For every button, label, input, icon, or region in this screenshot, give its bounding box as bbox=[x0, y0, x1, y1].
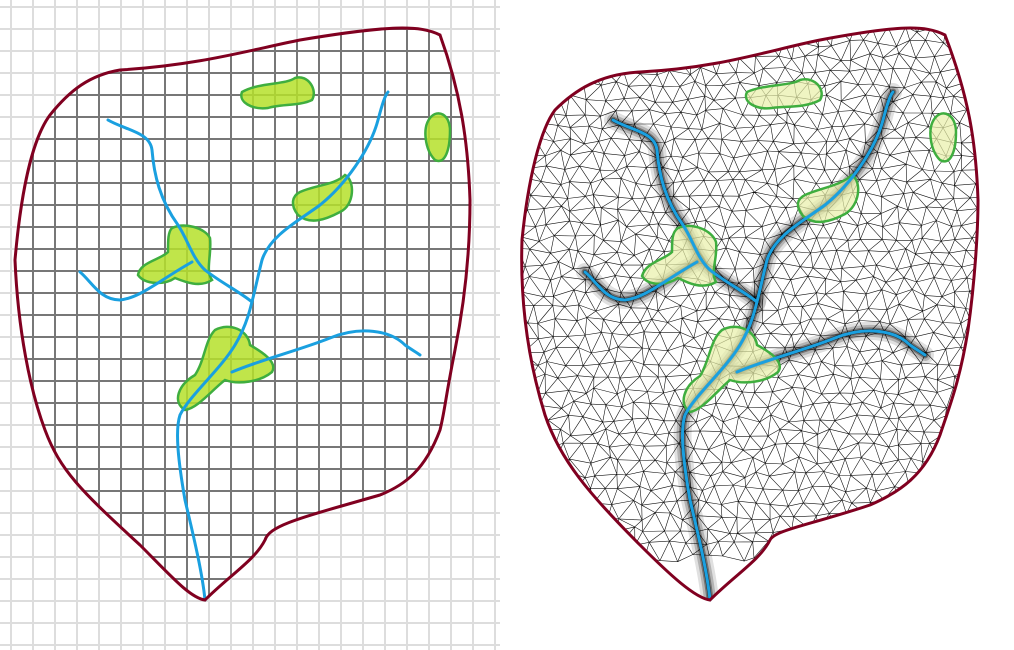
zones-right bbox=[640, 78, 958, 414]
zone bbox=[291, 173, 354, 222]
zone bbox=[136, 224, 214, 286]
zones-left bbox=[136, 76, 452, 412]
river bbox=[611, 118, 759, 304]
zone bbox=[176, 325, 275, 412]
zone bbox=[424, 112, 452, 163]
structured-grid bbox=[15, 28, 470, 600]
zone bbox=[240, 76, 315, 110]
river bbox=[735, 329, 927, 374]
mesh-edges bbox=[521, 28, 978, 563]
unstructured-mesh bbox=[521, 28, 978, 563]
boundary bbox=[520, 26, 980, 602]
river bbox=[106, 118, 254, 304]
zone bbox=[929, 112, 958, 163]
zone bbox=[744, 78, 823, 110]
river bbox=[583, 260, 699, 302]
river bbox=[176, 90, 390, 602]
grid-lines bbox=[15, 28, 470, 600]
river bbox=[78, 260, 194, 302]
river bbox=[681, 90, 895, 602]
boundary bbox=[13, 26, 472, 602]
zone bbox=[682, 325, 781, 414]
river bbox=[230, 329, 422, 374]
rivers bbox=[78, 90, 927, 602]
zone bbox=[640, 224, 718, 287]
